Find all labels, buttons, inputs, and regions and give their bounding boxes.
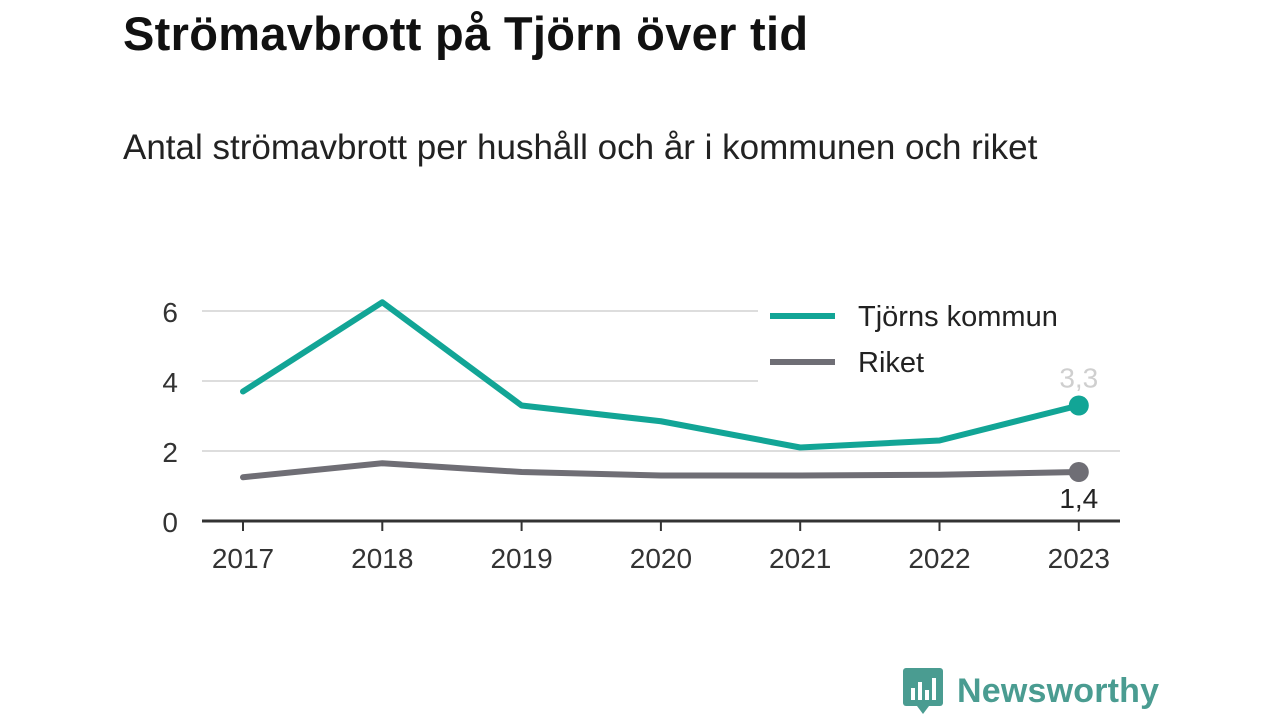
x-tick-label: 2017 (212, 543, 274, 574)
chart-subtitle: Antal strömavbrott per hushåll och år i … (123, 128, 1038, 167)
chart-title: Strömavbrott på Tjörn över tid (123, 7, 809, 60)
x-tick-label: 2020 (630, 543, 692, 574)
series-line-riket (240, 460, 1082, 481)
legend-background (758, 288, 1120, 384)
series-lines (240, 299, 1089, 482)
y-tick-label: 0 (162, 507, 178, 538)
x-tick-label: 2018 (351, 543, 413, 574)
end-labels: 3,3 1,4 (1059, 363, 1098, 515)
y-tick-label: 2 (162, 437, 178, 468)
y-axis-ticks: 0 2 4 6 (162, 297, 178, 538)
brand-name: Newsworthy (957, 671, 1160, 710)
end-label-riket: 1,4 (1059, 483, 1098, 514)
series-end-point (1068, 462, 1089, 482)
y-tick-label: 4 (162, 367, 178, 398)
end-label-tjorn: 3,3 (1059, 363, 1098, 394)
x-tick-label: 2022 (908, 543, 970, 574)
x-tick-label: 2021 (769, 543, 831, 574)
newsworthy-logo-icon (903, 668, 943, 714)
y-tick-label: 6 (162, 297, 178, 328)
x-tick-label: 2019 (490, 543, 552, 574)
legend-label: Riket (858, 347, 924, 379)
legend-label: Tjörns kommun (858, 301, 1058, 333)
x-axis-ticks: 2017 2018 2019 2020 2021 2022 2023 (212, 521, 1110, 574)
series-line-tjorn (240, 299, 1082, 451)
legend: Tjörns kommun Riket (758, 288, 1120, 384)
brand: Newsworthy (903, 668, 1159, 714)
series-end-point (1068, 395, 1089, 416)
x-tick-label: 2023 (1048, 543, 1110, 574)
